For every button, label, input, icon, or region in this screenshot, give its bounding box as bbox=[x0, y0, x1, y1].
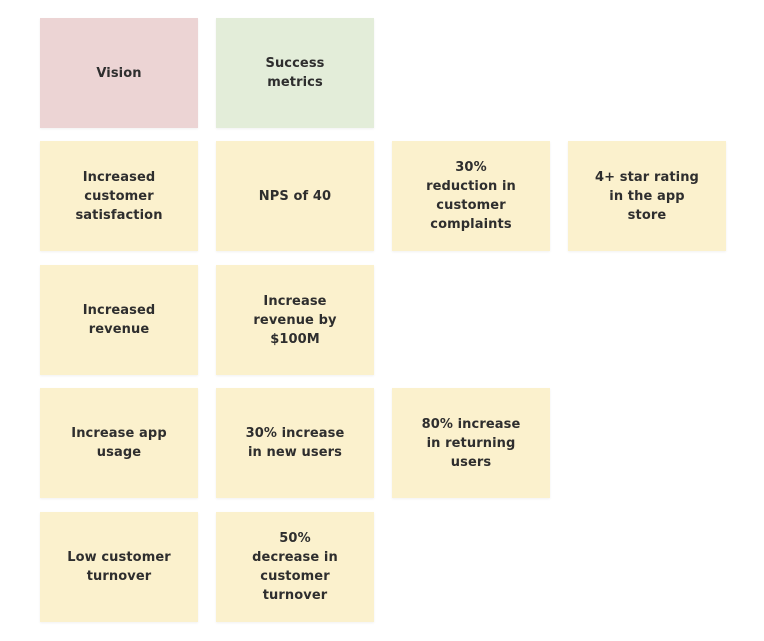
vision-note-label: Increased revenue bbox=[82, 303, 156, 337]
metric-note-label: 4+ star rating in the app store bbox=[595, 169, 699, 223]
vision-header-note[interactable]: Vision bbox=[40, 18, 198, 128]
metric-note-label: Increase revenue by $100M bbox=[253, 293, 337, 347]
metric-note-returning-users[interactable]: 80% increase in returning users bbox=[392, 388, 550, 498]
metric-note-star-rating[interactable]: 4+ star rating in the app store bbox=[568, 141, 726, 251]
metric-note-new-users[interactable]: 30% increase in new users bbox=[216, 388, 374, 498]
vision-note-label: Increase app usage bbox=[71, 426, 167, 460]
vision-header-label: Vision bbox=[96, 65, 142, 81]
metric-note-label: 50% decrease in customer turnover bbox=[252, 531, 338, 603]
metric-note-nps[interactable]: NPS of 40 bbox=[216, 141, 374, 251]
vision-note-app-usage[interactable]: Increase app usage bbox=[40, 388, 198, 498]
metric-note-label: NPS of 40 bbox=[258, 188, 332, 204]
metric-note-turnover-decrease[interactable]: 50% decrease in customer turnover bbox=[216, 512, 374, 622]
metric-note-label: 30% increase in new users bbox=[245, 426, 345, 460]
metric-note-complaints-reduction[interactable]: 30% reduction in customer complaints bbox=[392, 141, 550, 251]
vision-note-customer-turnover[interactable]: Low customer turnover bbox=[40, 512, 198, 622]
vision-note-label: Low customer turnover bbox=[67, 550, 171, 584]
success-metrics-header-note[interactable]: Success metrics bbox=[216, 18, 374, 128]
vision-note-increased-revenue[interactable]: Increased revenue bbox=[40, 265, 198, 375]
success-metrics-header-label: Success metrics bbox=[265, 56, 325, 90]
metric-note-label: 30% reduction in customer complaints bbox=[426, 160, 516, 232]
metric-note-revenue-increase[interactable]: Increase revenue by $100M bbox=[216, 265, 374, 375]
vision-note-label: Increased customer satisfaction bbox=[75, 169, 163, 223]
metric-note-label: 80% increase in returning users bbox=[421, 416, 521, 470]
vision-note-customer-satisfaction[interactable]: Increased customer satisfaction bbox=[40, 141, 198, 251]
